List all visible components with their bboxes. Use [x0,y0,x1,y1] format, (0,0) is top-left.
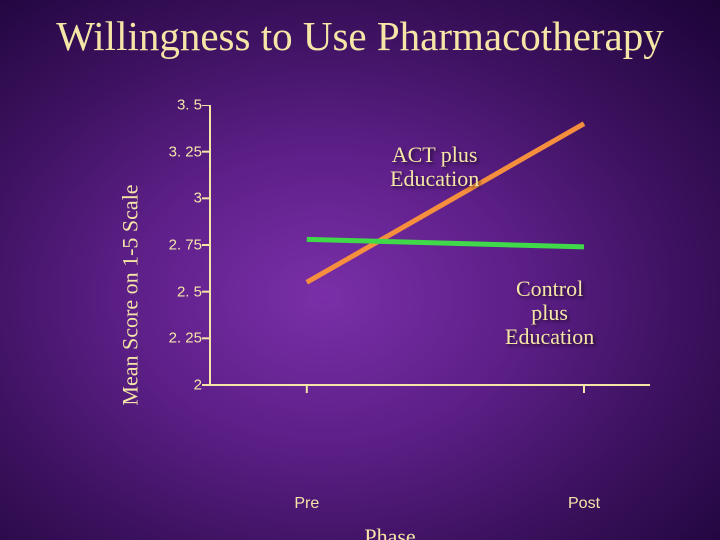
x-tick-label: Pre [294,495,319,513]
page-title: Willingness to Use Pharmacotherapy [0,12,720,60]
series-label: ControlplusEducation [505,277,594,350]
series-label: ACT plusEducation [390,143,479,191]
y-tick-label: 3. 5 [162,97,202,114]
x-axis-label: Phase [110,524,670,540]
y-tick-label: 2. 5 [162,283,202,300]
series-line [307,239,584,246]
chart: Mean Score on 1-5 Scale Phase 3. 53. 253… [110,105,670,485]
y-tick-label: 2 [162,377,202,394]
y-tick-label: 3 [162,190,202,207]
y-tick-label: 2. 25 [162,330,202,347]
x-tick-label: Post [568,495,600,513]
y-tick-label: 3. 25 [162,143,202,160]
y-tick-label: 2. 75 [162,237,202,254]
